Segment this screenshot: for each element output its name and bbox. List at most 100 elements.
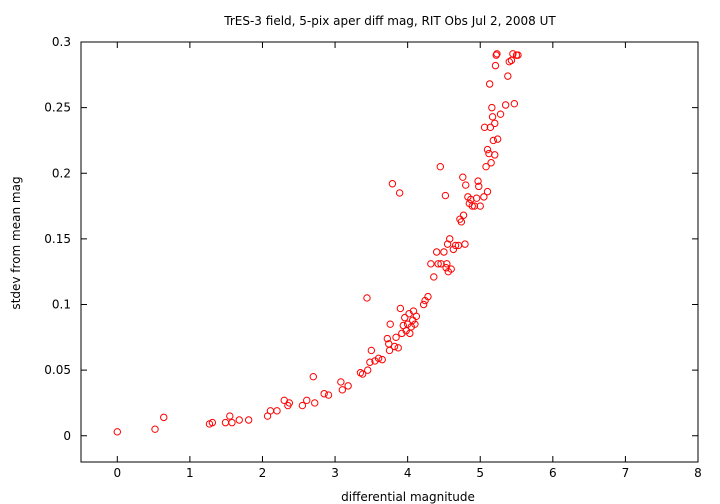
plot-frame <box>80 41 699 463</box>
data-point <box>440 248 448 256</box>
data-point <box>446 235 454 243</box>
x-tick-label: 7 <box>622 466 630 480</box>
data-point <box>235 416 243 424</box>
y-axis-label: stdev from mean mag <box>9 176 23 309</box>
data-point <box>434 260 442 268</box>
data-point <box>459 173 467 181</box>
data-point <box>483 187 492 196</box>
data-point <box>510 99 519 108</box>
data-point <box>427 260 435 268</box>
data-point <box>514 51 522 59</box>
data-point <box>266 407 275 415</box>
data-point <box>442 264 450 272</box>
data-point <box>401 313 409 322</box>
data-point <box>491 151 499 159</box>
data-point <box>151 425 159 433</box>
data-point <box>226 412 234 420</box>
data-point <box>437 260 445 268</box>
data-point <box>338 386 347 394</box>
data-point <box>493 135 502 143</box>
y-tick-label: 0.15 <box>44 232 71 246</box>
data-point <box>412 312 421 321</box>
data-point <box>309 372 317 381</box>
data-point <box>475 182 483 191</box>
x-axis-label: differential magnitude <box>341 490 475 504</box>
y-tick-label: 0.2 <box>52 166 71 180</box>
data-points <box>113 50 522 436</box>
data-point <box>470 202 479 210</box>
data-point <box>491 61 500 70</box>
x-tick-label: 1 <box>186 466 194 480</box>
data-point <box>486 123 495 132</box>
data-point <box>447 265 455 273</box>
data-point <box>496 110 505 118</box>
data-point <box>392 333 400 342</box>
x-tick-label: 5 <box>476 466 484 480</box>
data-point <box>449 245 458 254</box>
data-point <box>472 194 481 202</box>
data-point <box>476 202 484 210</box>
x-tick-label: 2 <box>259 466 267 480</box>
data-point <box>482 162 490 171</box>
data-point <box>488 113 497 121</box>
data-point <box>411 320 419 328</box>
data-point <box>221 418 230 427</box>
y-tick-label: 0.05 <box>44 363 71 377</box>
data-point <box>461 240 469 248</box>
data-point <box>324 391 333 399</box>
data-point <box>468 202 476 210</box>
data-point <box>483 145 492 154</box>
data-point <box>504 72 512 80</box>
data-point <box>443 260 451 268</box>
data-point <box>396 304 405 313</box>
data-point <box>474 177 482 185</box>
data-point <box>485 80 494 88</box>
axis-ticks: 0 1 2 3 4 5 6 7 8 0 0.05 0.1 0.15 0.2 0.25 0.3 <box>44 35 702 480</box>
data-point <box>303 396 311 405</box>
data-point <box>298 401 307 410</box>
data-point <box>366 358 374 366</box>
data-point <box>367 346 376 355</box>
data-point <box>244 416 253 424</box>
data-point <box>507 56 516 65</box>
data-point <box>113 428 121 436</box>
data-point <box>489 136 498 145</box>
data-point <box>395 189 404 197</box>
data-point <box>492 51 500 59</box>
y-tick-label: 0 <box>63 429 71 443</box>
data-point <box>228 418 236 427</box>
data-point <box>386 320 394 328</box>
data-point <box>459 211 468 219</box>
data-point <box>378 355 386 364</box>
x-tick-label: 4 <box>404 466 412 480</box>
data-point <box>480 123 489 132</box>
y-tick-label: 0.1 <box>52 298 71 312</box>
data-point <box>208 418 217 427</box>
data-point <box>509 50 517 58</box>
data-point <box>488 103 496 112</box>
chart-title: TrES-3 field, 5-pix aper diff mag, RIT O… <box>223 14 556 28</box>
data-point <box>388 180 397 188</box>
data-point <box>160 413 168 422</box>
data-point <box>337 378 345 386</box>
data-point <box>374 354 383 363</box>
data-point <box>441 191 450 200</box>
data-point <box>457 218 466 226</box>
data-point <box>451 241 460 250</box>
x-tick-label: 6 <box>549 466 557 480</box>
data-point <box>385 346 394 355</box>
data-point <box>480 193 488 201</box>
data-point <box>383 334 392 343</box>
data-point <box>436 162 445 171</box>
data-point <box>344 382 352 390</box>
data-point <box>273 407 281 415</box>
data-point <box>462 181 470 189</box>
data-point <box>320 390 328 398</box>
data-point <box>285 399 294 407</box>
x-tick-label: 3 <box>331 466 339 480</box>
data-point <box>432 248 441 256</box>
data-point <box>501 101 510 109</box>
x-tick-label: 8 <box>694 466 702 480</box>
x-tick-label: 0 <box>113 466 121 480</box>
